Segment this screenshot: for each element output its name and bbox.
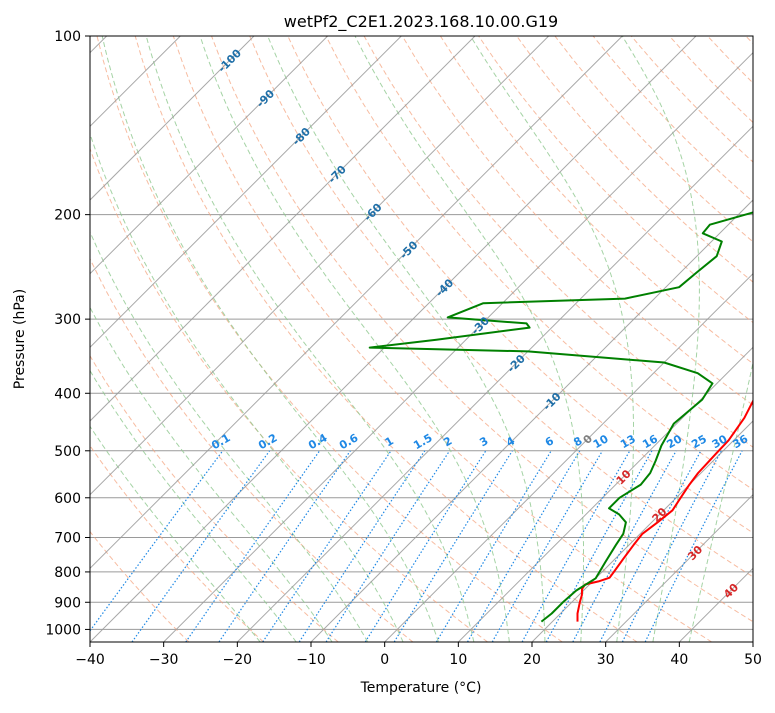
x-tick-label: −40 (75, 652, 105, 668)
isotherm-label: 30 (685, 543, 705, 563)
mixing-ratio-label: 25 (689, 432, 709, 451)
y-tick-label: 300 (54, 312, 81, 328)
mixing-ratio-label: 0.2 (256, 431, 279, 452)
mixing-ratio-label: 6 (543, 434, 556, 449)
mixing-ratio-line (132, 451, 270, 642)
isotherm (0, 36, 328, 642)
dry-adiabat (0, 36, 189, 642)
x-tick-label: −30 (149, 652, 179, 668)
dry-adiabat (669, 36, 775, 642)
background-lines (0, 36, 775, 642)
isotherm-label: -60 (361, 200, 384, 223)
x-tick-label: 40 (670, 652, 688, 668)
mixing-ratio-label: 30 (710, 432, 730, 451)
y-tick-label: 600 (54, 491, 81, 507)
mixing-ratio-label: 1.5 (411, 431, 434, 452)
isotherm (164, 36, 770, 642)
x-tick-label: 30 (597, 652, 615, 668)
mixing-ratio-line (219, 451, 350, 642)
dry-adiabat (135, 36, 637, 642)
plot-frame (90, 36, 753, 642)
isotherm-label: -70 (326, 163, 349, 186)
isotherm-label: 40 (721, 581, 741, 601)
mixing-ratio-label: 3 (477, 434, 490, 449)
dry-adiabat (0, 36, 264, 642)
dry-adiabat (364, 36, 775, 642)
y-axis: 1000 900 800 700 600 500 400 300 200 100 (45, 29, 90, 638)
y-tick-label: 900 (54, 595, 81, 611)
dry-adiabat (746, 36, 775, 642)
moist-adiabat (65, 36, 403, 642)
y-tick-label: 100 (54, 29, 81, 45)
x-tick-label: 20 (523, 652, 541, 668)
moist-adiabat (471, 36, 634, 642)
moist-adiabat (34, 36, 368, 642)
mixing-ratio-line (436, 451, 551, 642)
isotherm (90, 36, 696, 642)
temperature-profile (578, 36, 775, 622)
isotherm (0, 36, 475, 642)
mixing-ratio-label: 13 (618, 432, 638, 451)
x-tick-label: −20 (223, 652, 253, 668)
isotherm (311, 36, 775, 642)
isotherm (753, 36, 775, 642)
mixing-ratio-line (263, 451, 391, 642)
y-tick-label: 700 (54, 531, 81, 547)
isotherm-label: -40 (433, 276, 456, 299)
y-tick-label: 1000 (45, 622, 81, 638)
moist-adiabat (6, 36, 332, 642)
isotherm (0, 36, 254, 642)
y-tick-label: 800 (54, 565, 81, 581)
moist-adiabat (102, 36, 438, 642)
mixing-ratio-line (394, 451, 512, 642)
mixing-ratio-line (326, 451, 450, 642)
x-axis-label: Temperature (°C) (360, 680, 482, 696)
x-axis: −40 −30 −20 −10 0 10 20 30 40 50 (75, 642, 762, 668)
isotherm (458, 36, 775, 642)
dry-adiabat (708, 36, 775, 642)
dry-adiabat (517, 36, 775, 642)
dry-adiabat (59, 36, 488, 642)
y-tick-label: 200 (54, 208, 81, 224)
isotherm (532, 36, 775, 642)
mixing-ratio-label: 16 (640, 432, 660, 451)
x-tick-label: −10 (296, 652, 326, 668)
x-tick-label: 10 (449, 652, 467, 668)
y-axis-label: Pressure (hPa) (12, 289, 28, 389)
mixing-ratio-label: 1 (383, 434, 396, 449)
isotherm (0, 36, 401, 642)
x-tick-label: 0 (380, 652, 389, 668)
mixing-ratio-line (622, 451, 721, 642)
dry-adiabat (21, 36, 413, 642)
moist-adiabat (268, 36, 545, 642)
isotherm-label: 20 (650, 505, 670, 525)
y-tick-label: 400 (54, 386, 81, 402)
chart-title: wetPf2_C2E1.2023.168.10.00.G19 (284, 12, 558, 32)
x-tick-label: 50 (744, 652, 762, 668)
moist-adiabat (0, 36, 260, 642)
y-tick-label: 500 (54, 444, 81, 460)
isotherm-label: -80 (290, 125, 313, 148)
dry-adiabat (555, 36, 775, 642)
dry-adiabat (0, 36, 338, 642)
